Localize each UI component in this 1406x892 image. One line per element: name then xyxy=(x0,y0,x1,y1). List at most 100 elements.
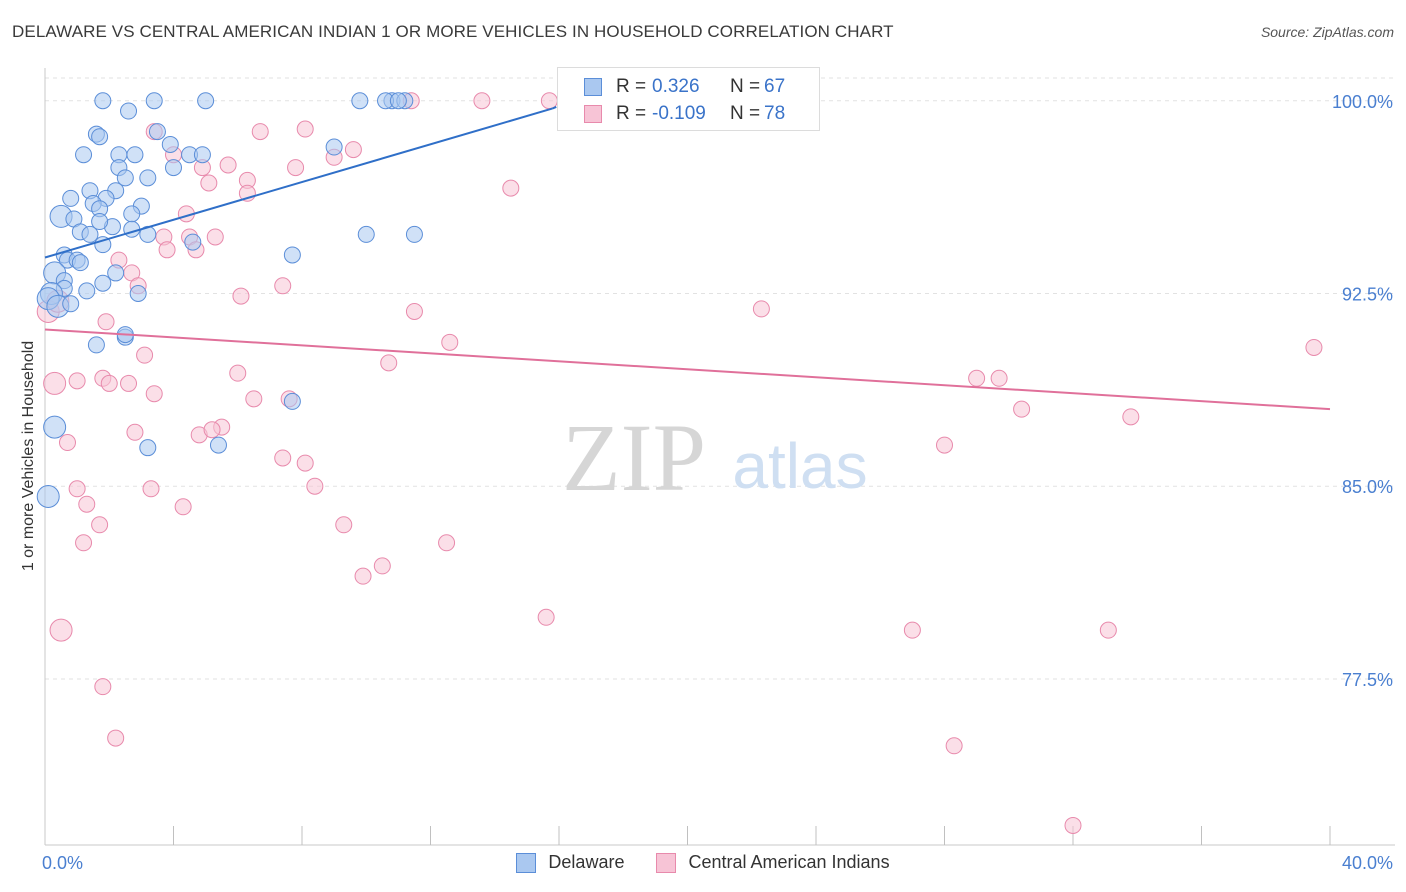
cai-swatch xyxy=(584,105,602,123)
delaware-point xyxy=(91,128,109,146)
delaware-point xyxy=(36,485,60,509)
r-label: R = xyxy=(616,76,647,97)
cai-point xyxy=(142,480,160,498)
delaware-point xyxy=(123,220,141,238)
cai-point xyxy=(1305,338,1323,356)
delaware-point xyxy=(87,336,105,354)
y-tick-labels: 77.5% 85.0% 92.5% 100.0% xyxy=(1332,92,1393,690)
legend-label-delaware: Delaware xyxy=(548,852,625,872)
y-tick-label: 92.5% xyxy=(1342,284,1393,304)
cai-point xyxy=(945,737,963,755)
delaware-point xyxy=(405,225,423,243)
cai-point xyxy=(438,534,456,552)
stats-row-cai: R = -0.109 N = 78 xyxy=(558,100,785,128)
cai-point xyxy=(78,495,96,513)
cai-point xyxy=(245,390,263,408)
cai-point xyxy=(537,608,555,626)
watermark: ZIP atlas xyxy=(562,404,868,511)
delaware-point xyxy=(139,439,157,457)
delaware-point xyxy=(161,135,179,153)
cai-point xyxy=(136,346,154,364)
trend-lines xyxy=(44,92,1331,411)
cai-point xyxy=(296,454,314,472)
legend-label-cai: Central American Indians xyxy=(688,852,890,872)
cai-point xyxy=(75,534,93,552)
cai-point xyxy=(274,449,292,467)
delaware-point xyxy=(120,102,138,120)
source-label: Source: ZipAtlas.com xyxy=(1260,24,1394,40)
delaware-trend-line xyxy=(44,107,553,259)
delaware-point xyxy=(78,282,96,300)
stats-row-delaware: R = 0.326 N = 67 xyxy=(558,73,785,101)
cai-point xyxy=(251,123,269,141)
x-tick-label-min: 0.0% xyxy=(42,853,83,873)
stats-box: R = 0.326 N = 67 R = -0.109 N = 78 xyxy=(557,67,820,131)
delaware-point xyxy=(123,205,141,223)
y-tick-label: 100.0% xyxy=(1332,92,1393,112)
cai-point xyxy=(441,333,459,351)
cai-point xyxy=(97,313,115,331)
delaware-point xyxy=(389,92,407,110)
cai-point xyxy=(49,618,73,642)
delaware-point xyxy=(357,225,375,243)
cai-point xyxy=(219,156,237,174)
legend: Delaware Central American Indians xyxy=(0,852,1406,873)
n-value-delaware: 67 xyxy=(764,76,786,97)
cai-trend-line xyxy=(44,328,1331,411)
y-tick-label: 85.0% xyxy=(1342,477,1393,497)
delaware-point xyxy=(71,254,89,272)
cai-point xyxy=(203,421,221,439)
cai-point xyxy=(936,436,953,454)
axes xyxy=(44,68,1395,846)
delaware-point xyxy=(126,146,144,164)
r-value-delaware: 0.326 xyxy=(652,76,700,97)
cai-point xyxy=(287,159,305,177)
r-value-cai: -0.109 xyxy=(652,103,706,124)
cai-point xyxy=(344,141,362,159)
cai-point xyxy=(473,92,491,110)
delaware-point xyxy=(283,246,301,264)
cai-point xyxy=(107,729,125,747)
cai-point xyxy=(380,354,398,372)
cai-point xyxy=(1013,400,1031,418)
cai-point xyxy=(968,369,986,387)
cai-point xyxy=(120,374,138,392)
delaware-point xyxy=(75,146,93,164)
cai-point xyxy=(100,374,118,392)
x-tick-label-max: 40.0% xyxy=(1342,853,1393,873)
cai-point xyxy=(373,557,391,575)
cai-points xyxy=(36,92,1323,834)
cai-point xyxy=(158,241,176,259)
legend-item-delaware[interactable]: Delaware xyxy=(516,852,624,873)
delaware-point xyxy=(116,169,134,187)
delaware-point xyxy=(81,225,99,243)
cai-point xyxy=(94,678,112,696)
legend-item-cai[interactable]: Central American Indians xyxy=(656,852,890,873)
n-label: N = xyxy=(730,76,761,97)
delaware-point xyxy=(145,92,163,110)
delaware-point xyxy=(283,392,301,410)
legend-swatch-delaware xyxy=(516,852,537,873)
y-axis-title: 1 or more Vehicles in Household xyxy=(20,340,37,572)
cai-point xyxy=(206,228,224,246)
delaware-point xyxy=(62,189,80,207)
delaware-point xyxy=(43,415,67,439)
cai-point xyxy=(43,371,67,395)
chart-title: DELAWARE VS CENTRAL AMERICAN INDIAN 1 OR… xyxy=(12,22,894,41)
cai-point xyxy=(91,516,109,534)
delaware-point xyxy=(325,138,343,156)
delaware-point xyxy=(94,92,112,110)
watermark-zip: ZIP xyxy=(562,404,706,511)
n-value-cai: 78 xyxy=(764,103,786,124)
cai-point xyxy=(540,92,558,110)
cai-point xyxy=(335,516,353,534)
grid-lines xyxy=(45,77,1395,680)
delaware-point xyxy=(62,295,80,313)
cai-point xyxy=(274,277,292,295)
cai-point xyxy=(1099,621,1117,639)
n-label: N = xyxy=(730,103,761,124)
delaware-point xyxy=(91,213,109,231)
delaware-point xyxy=(209,436,227,454)
delaware-point xyxy=(94,274,112,292)
